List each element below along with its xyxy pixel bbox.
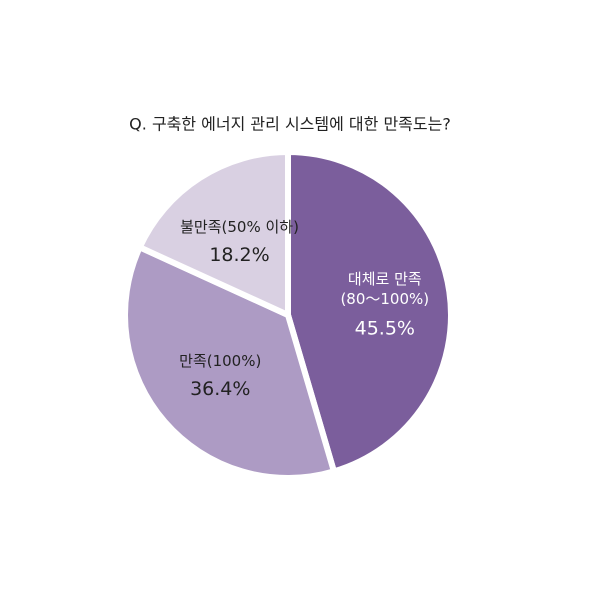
- slice-label: 만족(100%): [179, 352, 261, 370]
- chart-title: Q. 구축한 에너지 관리 시스템에 대한 만족도는?: [129, 115, 451, 134]
- pie-slice: [122, 243, 338, 481]
- value-label: 45.5%: [355, 318, 415, 340]
- pie-slice: [285, 148, 454, 476]
- value-label: 18.2%: [209, 244, 269, 266]
- pie-slice: [135, 148, 291, 320]
- slice-label: 대체로 만족 (80～100%): [340, 270, 429, 308]
- value-label: 36.4%: [190, 378, 250, 400]
- slice-label: 불만족(50% 이하): [180, 218, 299, 236]
